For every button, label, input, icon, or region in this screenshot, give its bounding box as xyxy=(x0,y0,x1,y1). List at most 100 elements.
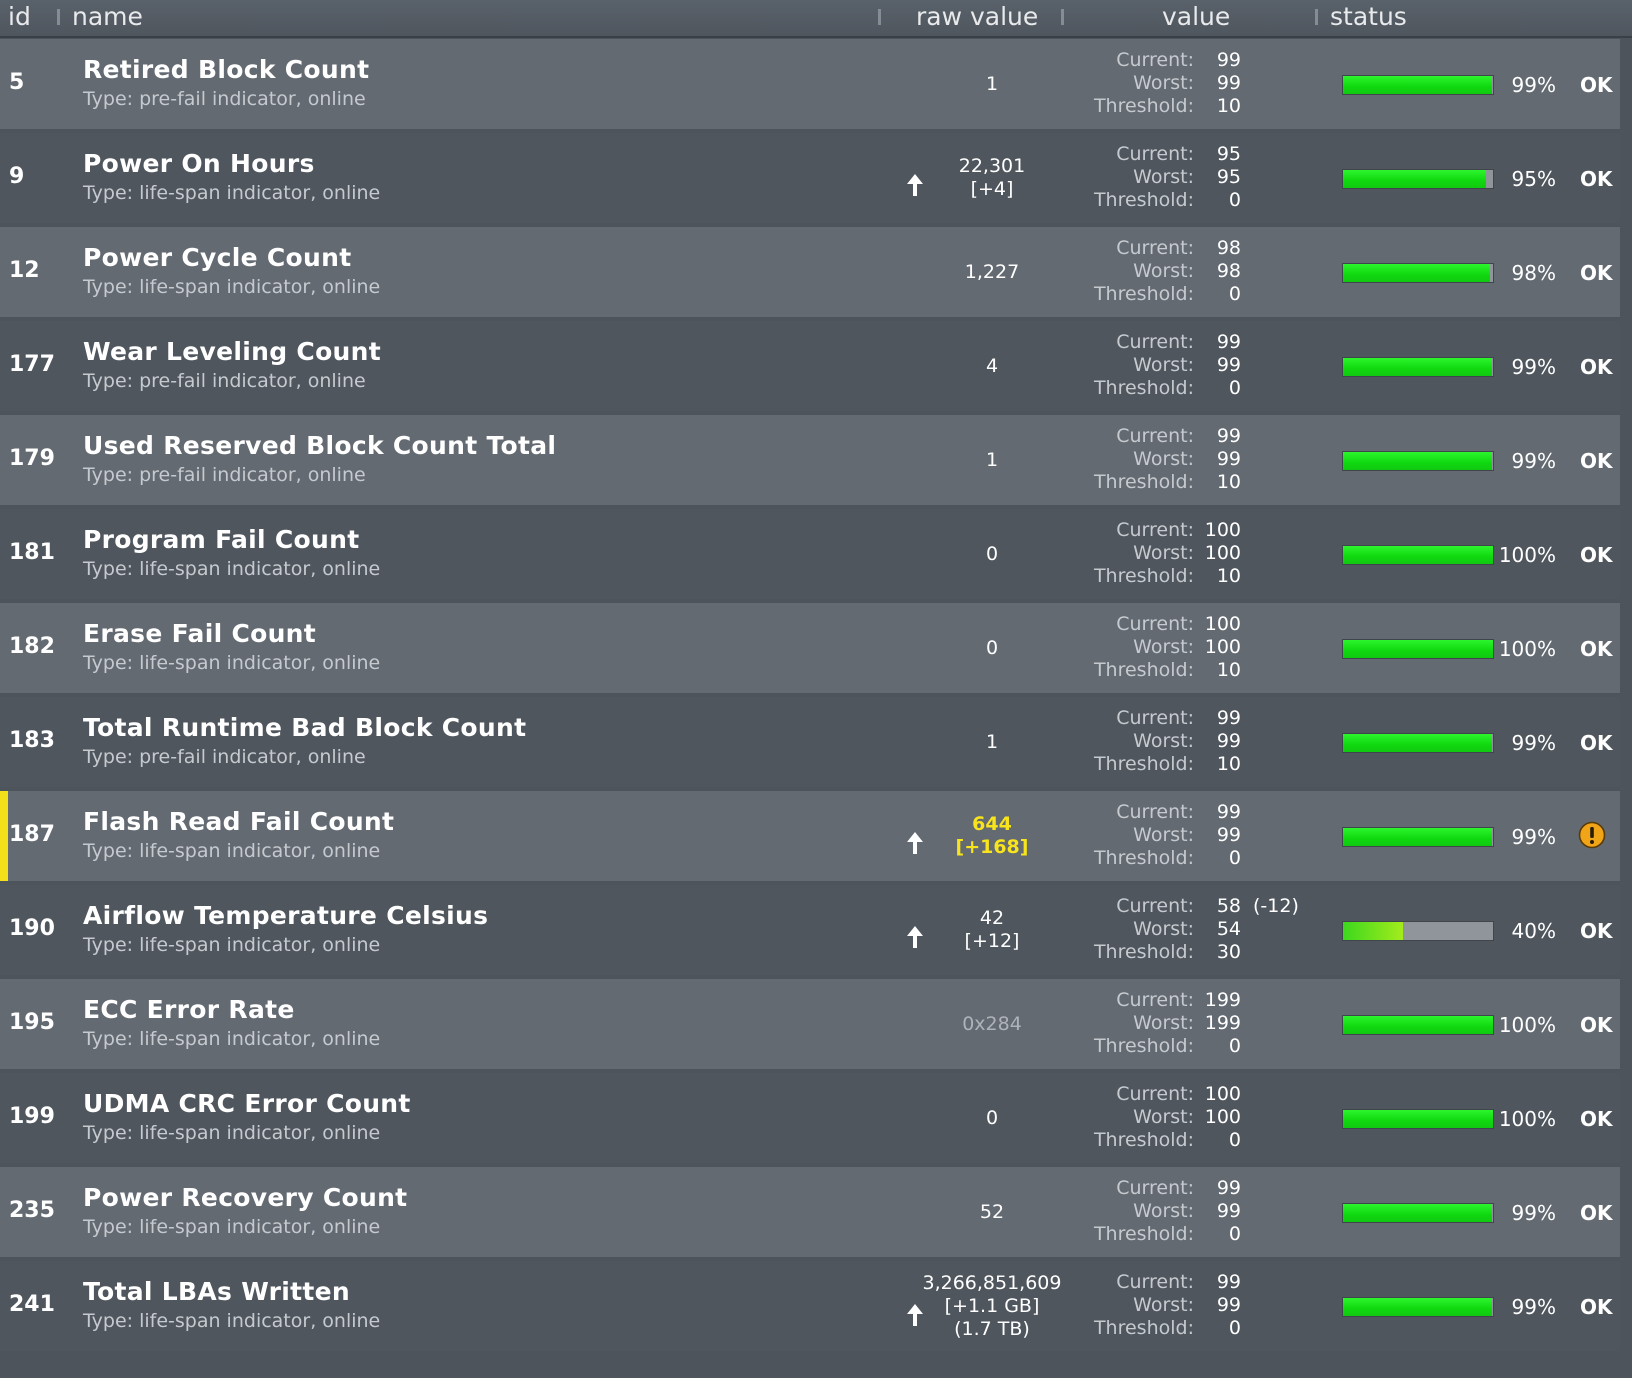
worst-value: 99 xyxy=(1216,730,1241,752)
attribute-name: Total Runtime Bad Block Count xyxy=(83,713,527,742)
threshold-label: Threshold: xyxy=(1093,283,1194,305)
column-header-status[interactable]: status xyxy=(1330,2,1407,31)
health-percent: 99% xyxy=(1511,355,1556,379)
table-row[interactable]: 181 Program Fail Count Type: life-span ind… xyxy=(0,509,1620,599)
health-bar xyxy=(1342,357,1494,377)
attribute-type: Type: life-span indicator, online xyxy=(83,840,381,862)
threshold-value: 0 xyxy=(1228,1223,1241,1245)
table-row[interactable]: 195 ECC Error Rate Type: life-span indicat… xyxy=(0,979,1620,1069)
current-value: 100 xyxy=(1204,1083,1241,1105)
worst-label: Worst: xyxy=(1133,1106,1194,1128)
trend-up-arrow-icon xyxy=(905,1303,925,1327)
attribute-type: Type: life-span indicator, online xyxy=(83,652,381,674)
column-resize-handle[interactable] xyxy=(57,9,60,25)
attribute-name: Total LBAs Written xyxy=(83,1277,351,1306)
health-bar-fill xyxy=(1343,170,1486,188)
status-text: OK xyxy=(1580,731,1613,755)
raw-value: 22,301 xyxy=(958,155,1026,177)
table-row[interactable]: 12 Power Cycle Count Type: life-span indic… xyxy=(0,227,1620,317)
raw-value: [+4] xyxy=(970,178,1014,200)
attribute-type: Type: life-span indicator, online xyxy=(83,934,381,956)
column-header-value[interactable]: value xyxy=(1162,2,1231,31)
worst-value: 99 xyxy=(1216,354,1241,376)
worst-label: Worst: xyxy=(1133,354,1194,376)
health-bar xyxy=(1342,921,1494,941)
current-label: Current: xyxy=(1116,49,1194,71)
current-value: 99 xyxy=(1216,801,1241,823)
current-label: Current: xyxy=(1116,1083,1194,1105)
health-bar-fill xyxy=(1343,828,1492,846)
attribute-name: Program Fail Count xyxy=(83,525,360,554)
trend-up-arrow-icon xyxy=(905,831,925,855)
threshold-value: 0 xyxy=(1228,283,1241,305)
status-text: OK xyxy=(1580,1107,1613,1131)
warning-icon[interactable] xyxy=(1578,821,1606,849)
health-bar-fill xyxy=(1343,1016,1493,1034)
health-percent: 100% xyxy=(1498,1013,1556,1037)
health-percent: 99% xyxy=(1511,73,1556,97)
table-row[interactable]: 5 Retired Block Count Type: pre-fail indic… xyxy=(0,39,1620,129)
current-label: Current: xyxy=(1116,613,1194,635)
worst-value: 100 xyxy=(1204,636,1241,658)
column-resize-handle[interactable] xyxy=(1315,9,1318,25)
column-resize-handle[interactable] xyxy=(878,9,881,25)
current-value: 100 xyxy=(1204,613,1241,635)
current-value: 99 xyxy=(1216,331,1241,353)
threshold-label: Threshold: xyxy=(1093,189,1194,211)
table-row[interactable]: 241 Total LBAs Written Type: life-span ind… xyxy=(0,1261,1620,1351)
attribute-type: Type: life-span indicator, online xyxy=(83,558,381,580)
current-value: 98 xyxy=(1216,237,1241,259)
attribute-id: 235 xyxy=(9,1198,55,1223)
attribute-name: Used Reserved Block Count Total xyxy=(83,431,557,460)
attribute-type: Type: life-span indicator, online xyxy=(83,276,381,298)
attribute-name: Wear Leveling Count xyxy=(83,337,381,366)
threshold-label: Threshold: xyxy=(1093,565,1194,587)
health-bar xyxy=(1342,1015,1494,1035)
threshold-value: 10 xyxy=(1216,753,1241,775)
worst-label: Worst: xyxy=(1133,542,1194,564)
attribute-id: 183 xyxy=(9,728,55,753)
raw-value: [+168] xyxy=(955,836,1029,858)
table-row[interactable]: 183 Total Runtime Bad Block Count Type: pr… xyxy=(0,697,1620,787)
table-row[interactable]: 179 Used Reserved Block Count Total Type: … xyxy=(0,415,1620,505)
health-bar-fill xyxy=(1343,1298,1492,1316)
attribute-name: Power On Hours xyxy=(83,149,315,178)
threshold-label: Threshold: xyxy=(1093,1223,1194,1245)
worst-label: Worst: xyxy=(1133,918,1194,940)
worst-value: 100 xyxy=(1204,1106,1241,1128)
attribute-name: Retired Block Count xyxy=(83,55,370,84)
table-row[interactable]: 190 Airflow Temperature Celsius Type: life… xyxy=(0,885,1620,975)
health-bar-fill xyxy=(1343,264,1490,282)
health-percent: 99% xyxy=(1511,1295,1556,1319)
threshold-value: 0 xyxy=(1228,1317,1241,1339)
table-row[interactable]: 182 Erase Fail Count Type: life-span indic… xyxy=(0,603,1620,693)
column-header-name[interactable]: name xyxy=(72,2,143,31)
table-row[interactable]: 177 Wear Leveling Count Type: pre-fail ind… xyxy=(0,321,1620,411)
table-row[interactable]: 235 Power Recovery Count Type: life-span i… xyxy=(0,1167,1620,1257)
threshold-value: 10 xyxy=(1216,659,1241,681)
trend-up-arrow-icon xyxy=(905,173,925,197)
health-bar xyxy=(1342,75,1494,95)
current-label: Current: xyxy=(1116,895,1194,917)
health-bar xyxy=(1342,827,1494,847)
attribute-id: 195 xyxy=(9,1010,55,1035)
worst-value: 95 xyxy=(1216,166,1241,188)
table-row[interactable]: 199 UDMA CRC Error Count Type: life-span i… xyxy=(0,1073,1620,1163)
status-text: OK xyxy=(1580,73,1613,97)
current-label: Current: xyxy=(1116,237,1194,259)
raw-value: 0 xyxy=(985,543,999,565)
column-header-raw-value[interactable]: raw value xyxy=(916,2,1039,31)
worst-label: Worst: xyxy=(1133,1012,1194,1034)
column-resize-handle[interactable] xyxy=(1061,9,1064,25)
health-percent: 99% xyxy=(1511,731,1556,755)
attribute-id: 9 xyxy=(9,164,25,189)
status-text: OK xyxy=(1580,1295,1613,1319)
table-row[interactable]: 9 Power On Hours Type: life-span indicator… xyxy=(0,133,1620,223)
worst-label: Worst: xyxy=(1133,166,1194,188)
attribute-id: 179 xyxy=(9,446,55,471)
column-header-id[interactable]: id xyxy=(8,2,31,31)
table-row[interactable]: 187 Flash Read Fail Count Type: life-span … xyxy=(0,791,1620,881)
health-bar-fill xyxy=(1343,640,1493,658)
attribute-type: Type: life-span indicator, online xyxy=(83,1028,381,1050)
